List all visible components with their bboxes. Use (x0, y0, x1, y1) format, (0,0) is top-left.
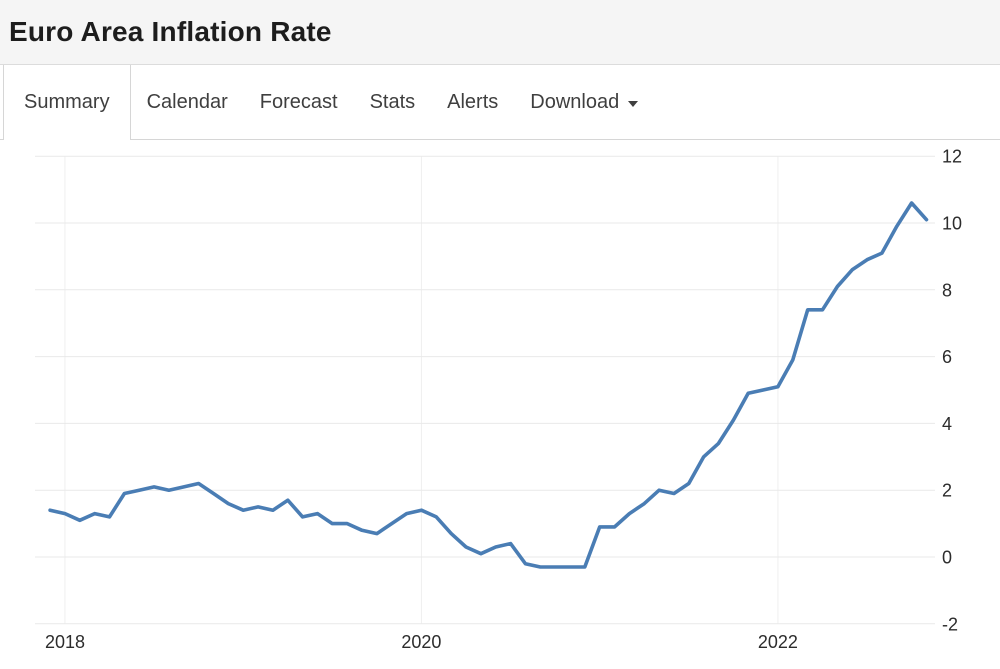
tab-label: Stats (369, 91, 416, 113)
inflation-line-chart[interactable]: 12 10 8 6 4 2 0 -2 2018 2020 2022 (0, 140, 1000, 669)
tab-stats[interactable]: Stats (354, 65, 432, 140)
tab-label: Download (530, 91, 620, 113)
y-axis-label: 4 (942, 414, 952, 434)
y-axis-label: 10 (942, 214, 962, 234)
page-title: Euro Area Inflation Rate (9, 16, 332, 47)
chart-panel: 12 10 8 6 4 2 0 -2 2018 2020 2022 (0, 140, 1000, 669)
tab-bar-divider (0, 139, 1000, 140)
tab-calendar[interactable]: Calendar (131, 65, 244, 140)
inflation-series-line (48, 201, 929, 569)
tab-label: Calendar (146, 91, 228, 113)
tab-download[interactable]: Download (514, 65, 654, 140)
y-gridlines (35, 155, 935, 625)
tab-label: Forecast (259, 91, 338, 113)
y-axis-label: -2 (942, 614, 958, 634)
x-axis-label: 2022 (758, 632, 798, 652)
tab-bar: Summary Calendar Forecast Stats Alerts D… (0, 65, 1000, 140)
tab-label: Alerts (447, 91, 499, 113)
tab-forecast[interactable]: Forecast (244, 65, 354, 140)
tab-summary[interactable]: Summary (3, 65, 131, 140)
y-axis-label: 2 (942, 481, 952, 501)
y-axis-label: 6 (942, 347, 952, 367)
x-gridlines (64, 156, 779, 624)
y-axis-label: 12 (942, 147, 962, 167)
tab-alerts[interactable]: Alerts (431, 65, 514, 140)
y-axis-labels: 12 10 8 6 4 2 0 -2 (942, 147, 962, 635)
x-axis-label: 2018 (45, 632, 85, 652)
y-axis-label: 0 (942, 548, 952, 568)
y-axis-label: 8 (942, 280, 952, 300)
caret-down-icon (628, 101, 639, 107)
x-axis-labels: 2018 2020 2022 (45, 632, 798, 652)
page-header: Euro Area Inflation Rate (0, 0, 1000, 65)
tab-label: Summary (24, 91, 110, 113)
x-axis-label: 2020 (401, 632, 441, 652)
